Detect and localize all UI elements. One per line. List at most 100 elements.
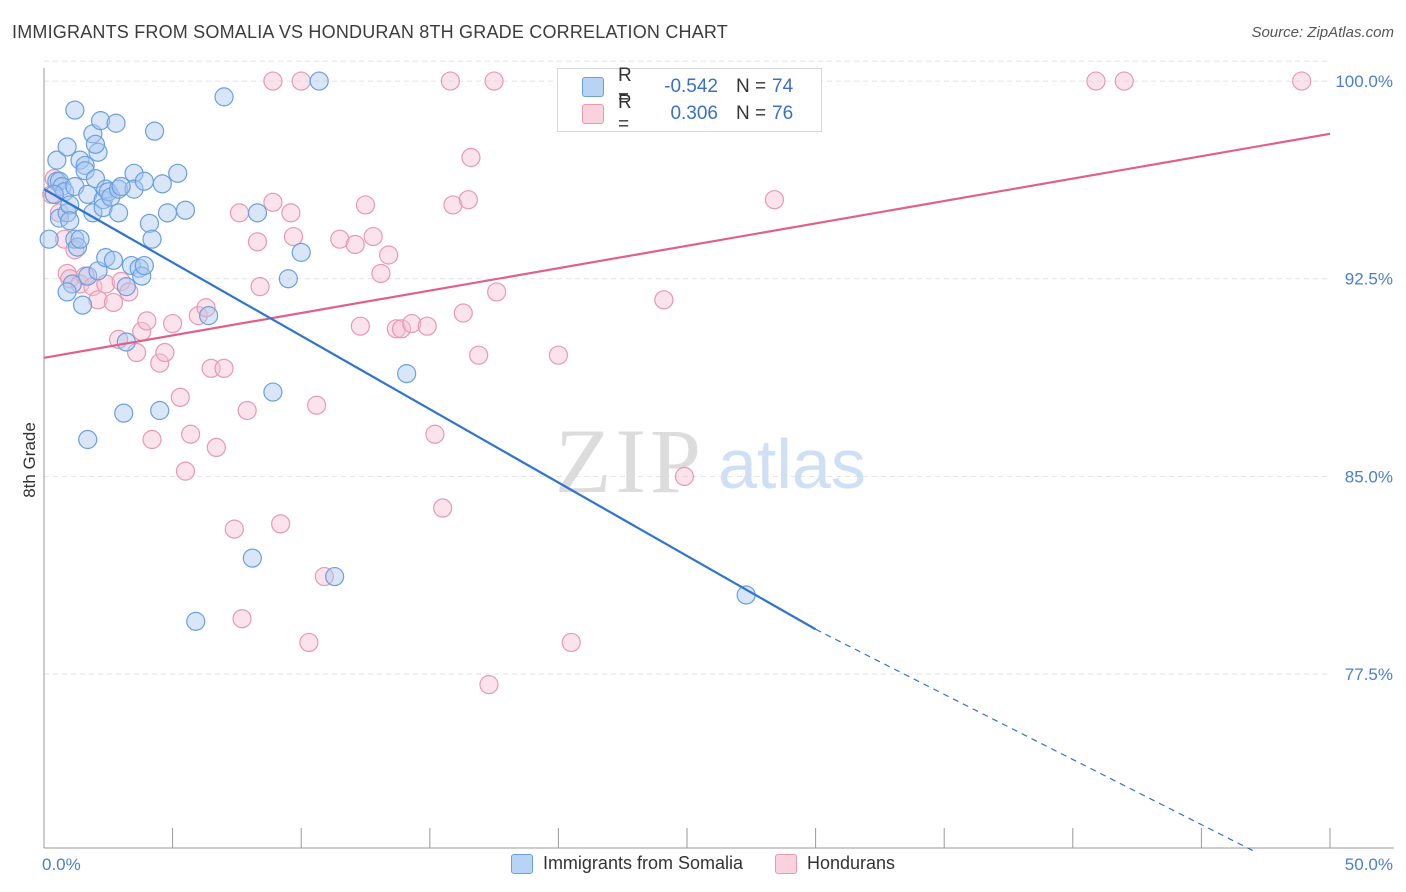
honduran-trend-line <box>43 132 1331 359</box>
somalia-swatch <box>582 77 604 97</box>
honduran-point <box>479 675 499 695</box>
y-tick-label: 92.5% <box>1345 270 1393 289</box>
n-value: 74 <box>772 76 794 97</box>
honduran-point <box>250 277 270 297</box>
somalia-point <box>57 137 77 157</box>
legend-item-hondurans: Hondurans <box>775 853 895 874</box>
honduran-point <box>291 71 311 91</box>
honduran-point <box>271 514 291 534</box>
y-tick-label: 77.5% <box>1345 665 1393 684</box>
honduran-point <box>363 226 383 247</box>
somalia-point <box>144 121 165 141</box>
somalia-point <box>39 229 59 249</box>
honduran-point <box>281 203 301 223</box>
somalia-point <box>291 242 311 262</box>
honduran-point <box>461 147 481 168</box>
somalia-point <box>106 113 126 133</box>
somalia-point <box>114 403 134 423</box>
honduran-point <box>417 316 437 336</box>
somalia-point <box>142 229 162 249</box>
honduran-legend-swatch <box>775 853 797 874</box>
somalia-point <box>65 229 85 249</box>
honduran-point <box>181 424 201 444</box>
honduran-swatch <box>582 104 604 124</box>
somalia-point <box>134 171 154 191</box>
honduran-point <box>196 298 216 318</box>
gridlines <box>44 60 1330 675</box>
honduran-point <box>561 632 581 653</box>
legend-row-honduran: R = 0.306 N = 76 <box>582 92 794 135</box>
somalia-point <box>309 71 329 91</box>
honduran-point <box>263 192 283 212</box>
somalia-point <box>103 250 124 270</box>
honduran-point <box>214 358 234 378</box>
somalia-point <box>85 134 106 154</box>
honduran-point <box>425 424 445 444</box>
somalia-point <box>75 161 95 181</box>
somalia-trend-line <box>43 188 817 631</box>
n-value: 76 <box>772 103 794 124</box>
honduran-point <box>1292 71 1312 91</box>
x-tick-label: 0.0% <box>42 855 81 874</box>
honduran-point <box>263 71 283 91</box>
somalia-point <box>397 364 417 384</box>
watermark-zip: ZIP <box>555 410 705 512</box>
somalia-point <box>60 211 80 231</box>
somalia-point <box>116 277 136 297</box>
somalia-point <box>47 150 67 170</box>
honduran-point <box>402 313 422 334</box>
honduran-point <box>232 609 252 629</box>
somalia-point <box>242 548 262 568</box>
somalia-point <box>129 258 149 278</box>
somalia-point <box>152 174 172 194</box>
honduran-point <box>469 345 489 365</box>
trend-lines <box>43 132 1331 852</box>
honduran-point <box>44 168 64 189</box>
somalia-point <box>325 566 345 587</box>
somalia-point <box>65 100 85 120</box>
honduran-point <box>150 353 170 373</box>
honduran-point <box>170 387 190 407</box>
somalia-point <box>111 176 131 197</box>
somalia-point <box>78 266 98 286</box>
honduran-point <box>355 195 376 215</box>
honduran-point <box>206 437 226 458</box>
honduran-point <box>386 319 406 339</box>
honduran-point <box>119 282 139 302</box>
honduran-point <box>484 71 504 91</box>
somalia-point <box>70 150 90 170</box>
honduran-point <box>371 263 391 284</box>
source-credit: Source: ZipAtlas.com <box>1251 24 1394 41</box>
honduran-point <box>49 203 70 223</box>
honduran-point <box>764 190 785 210</box>
legend-label-somalia: Immigrants from Somalia <box>542 853 743 873</box>
somalia-point <box>263 382 283 402</box>
somalia-point <box>214 87 234 107</box>
honduran-point <box>237 400 257 421</box>
somalia-point <box>186 611 206 631</box>
honduran-point <box>458 190 478 210</box>
honduran-point <box>126 342 147 363</box>
somalia-trend-extension <box>815 628 1254 852</box>
honduran-point <box>314 566 334 587</box>
n-label: N = <box>736 76 767 97</box>
somalia-point <box>90 111 111 131</box>
somalia-point <box>124 163 144 183</box>
somalia-point <box>96 248 116 268</box>
honduran-point <box>175 461 196 481</box>
somalia-point <box>199 306 219 326</box>
r-value: 0.306 <box>670 103 718 124</box>
y-tick-label: 100.0% <box>1335 72 1393 91</box>
somalia-point <box>75 155 95 176</box>
r-label: R = <box>618 92 632 135</box>
honduran-point <box>345 234 365 255</box>
somalia-point <box>57 203 77 223</box>
r-value: -0.542 <box>664 76 718 97</box>
honduran-point <box>654 290 674 310</box>
y-axis-label: 8th Grade <box>20 422 39 498</box>
honduran-point <box>350 316 370 336</box>
honduran-point <box>155 342 175 363</box>
somalia-point <box>134 255 154 276</box>
somalia-point <box>168 163 188 183</box>
